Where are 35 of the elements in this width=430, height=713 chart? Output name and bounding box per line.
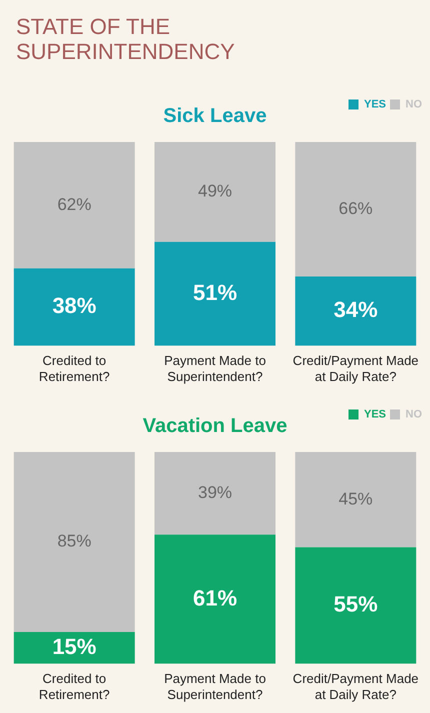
chart-title: STATE OF THE SUPERINTENDENCY <box>16 14 235 64</box>
x-tick-label: Credited to Retirement? <box>38 353 110 384</box>
chart-title: Vacation Leave <box>142 415 288 437</box>
x-tick-label: Credit/Payment Made at Daily Rate? <box>292 671 419 702</box>
legend-label: YES <box>364 98 386 111</box>
data-label: 49% <box>198 182 232 201</box>
x-tick-label: Credit/Payment Made at Daily Rate? <box>292 353 419 384</box>
data-label: 62% <box>57 194 92 214</box>
bar <box>14 632 135 664</box>
data-label: 85% <box>57 532 92 551</box>
bar <box>154 242 276 346</box>
data-label: 66% <box>338 198 373 218</box>
bar <box>295 276 416 346</box>
bar <box>295 452 416 548</box>
x-tick-label: Payment Made to Superintendent? <box>164 353 266 384</box>
data-label: 15% <box>52 634 96 659</box>
bar <box>295 142 416 277</box>
legend-label: YES <box>364 408 386 421</box>
bar <box>14 142 135 268</box>
bar <box>14 268 135 346</box>
data-label: 55% <box>334 592 378 617</box>
data-label: 38% <box>52 293 96 318</box>
x-tick-label: Payment Made to Superintendent? <box>164 671 266 702</box>
data-label: 61% <box>192 585 238 610</box>
bar <box>154 142 276 242</box>
bar <box>154 534 276 664</box>
data-label: 51% <box>192 280 238 305</box>
chart-subtitle: Sick Leave <box>163 105 267 127</box>
data-label: 45% <box>338 489 373 508</box>
data-label: 34% <box>334 297 378 322</box>
bar <box>154 452 276 535</box>
data-label: 39% <box>198 482 232 502</box>
bar <box>295 547 416 664</box>
x-tick-label: Credited to Retirement? <box>38 671 110 702</box>
bar <box>14 452 135 632</box>
